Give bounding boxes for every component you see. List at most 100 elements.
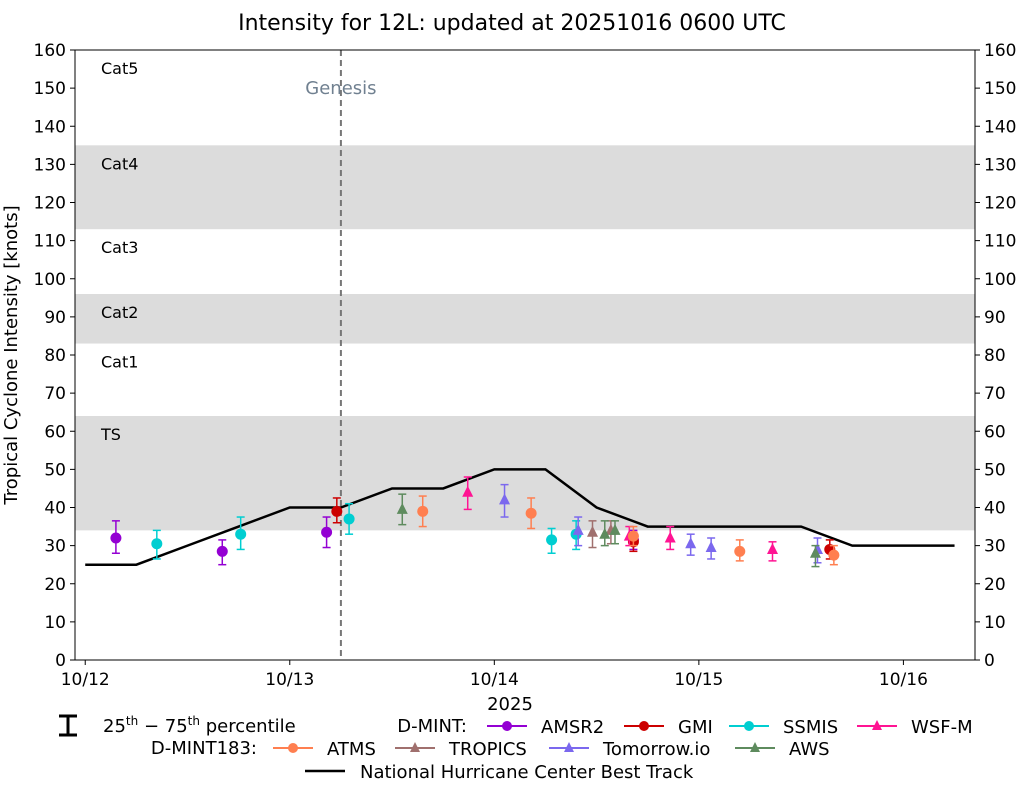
legend-label-aws: AWS: [789, 739, 830, 760]
point-aws: [809, 544, 821, 568]
point-aws: [599, 520, 611, 547]
y-tick-label-right: 60: [984, 422, 1006, 442]
point-tomorrow-io: [685, 533, 697, 556]
point-wsf-m: [462, 476, 474, 511]
legend-marker-aws: [750, 742, 760, 752]
category-band-ts: [75, 416, 975, 531]
category-band-cat4: [75, 145, 975, 230]
marker-wsf-m: [767, 542, 778, 554]
point-amsr2: [110, 520, 122, 554]
point-ssmis: [546, 527, 558, 554]
legend-marker-tropics: [410, 742, 420, 752]
marker-ssmis: [151, 538, 163, 550]
legend: 25th − 75th percentile D-MINT:D-MINT183:A…: [59, 714, 973, 783]
legend-text: − 75: [138, 716, 187, 737]
y-tick-label-left: 60: [44, 422, 66, 442]
y-tick-label-left: 150: [34, 79, 66, 99]
point-aws: [396, 493, 408, 526]
marker-tomorrow-io: [572, 523, 584, 535]
category-bands: TS Cat1 Cat2 Cat3 Cat4 Cat5: [75, 59, 975, 531]
x-axis: 10/12 10/13 10/14 10/15 10/16: [61, 660, 928, 690]
y-tick-label-left: 0: [55, 651, 66, 671]
marker-ssmis: [546, 534, 558, 546]
x-tick-label: 10/13: [265, 670, 314, 690]
point-ssmis: [151, 529, 163, 560]
point-amsr2: [321, 516, 333, 549]
y-tick-label-right: 70: [984, 384, 1006, 404]
legend-superscript: th: [126, 714, 138, 728]
marker-aws: [599, 527, 611, 539]
chart-title: Intensity for 12L: updated at 20251016 0…: [238, 11, 786, 36]
genesis-marker: Genesis: [305, 50, 377, 660]
y-tick-label-left: 20: [44, 575, 66, 595]
point-amsr2: [216, 539, 228, 566]
marker-wsf-m: [664, 531, 676, 543]
legend-marker-tomorrow-io: [564, 742, 574, 752]
category-label-cat1: Cat1: [101, 353, 138, 372]
point-atms: [734, 539, 746, 562]
point-wsf-m: [664, 525, 676, 551]
point-aws: [609, 520, 621, 545]
legend-label-ssmis: SSMIS: [783, 717, 838, 738]
category-label-ts: TS: [100, 425, 121, 444]
marker-atms: [627, 530, 639, 542]
y-tick-label-right: 100: [984, 270, 1016, 290]
y-tick-label-left: 110: [34, 232, 66, 252]
marker-amsr2: [321, 526, 333, 538]
best-track-line: [85, 468, 955, 566]
y-tick-label-left: 160: [34, 41, 66, 61]
y-tick-label-left: 50: [44, 460, 66, 480]
legend-label-tomorrow-io: Tomorrow.io: [602, 739, 710, 760]
point-ssmis: [343, 502, 355, 535]
legend-marker-atms: [288, 743, 298, 753]
point-atms: [417, 495, 429, 528]
x-axis-label: 2025: [487, 694, 533, 715]
point-tomorrow-io: [572, 516, 584, 547]
marker-wsf-m: [462, 485, 474, 497]
y-tick-label-left: 140: [34, 117, 66, 137]
y-tick-label-right: 130: [984, 155, 1016, 175]
point-tomorrow-io: [705, 537, 717, 560]
y-tick-label-left: 90: [44, 308, 66, 328]
y-tick-label-left: 80: [44, 346, 66, 366]
point-wsf-m: [767, 541, 778, 562]
y-tick-label-right: 150: [984, 79, 1016, 99]
legend-marker-amsr2: [502, 721, 512, 731]
x-tick-label: 10/14: [470, 670, 519, 690]
y-tick-label-right: 20: [984, 575, 1006, 595]
y-tick-label-right: 40: [984, 499, 1006, 519]
marker-atms: [828, 549, 840, 561]
estimate-points: [110, 476, 840, 568]
y-tick-label-right: 90: [984, 308, 1006, 328]
y-tick-label-right: 80: [984, 346, 1006, 366]
y-tick-label-right: 120: [984, 194, 1016, 214]
y-tick-label-left: 100: [34, 270, 66, 290]
y-tick-label-right: 30: [984, 537, 1006, 557]
y-axis-right: 0 10 20 30 40 50 60 70 80 90 100 110 120 130 140 150 160: [975, 41, 1016, 671]
legend-text: 25: [103, 716, 126, 737]
point-atms: [627, 525, 639, 547]
y-tick-label-left: 70: [44, 384, 66, 404]
point-ssmis: [235, 516, 247, 551]
marker-tomorrow-io: [499, 493, 511, 505]
legend-label-wsf-m: WSF-M: [911, 717, 973, 738]
legend-label-tropics: TROPICS: [448, 739, 527, 760]
legend-superscript: th: [188, 714, 200, 728]
marker-ssmis: [343, 513, 355, 525]
y-tick-label-left: 40: [44, 499, 66, 519]
y-tick-label-left: 120: [34, 194, 66, 214]
marker-atms: [417, 505, 429, 517]
legend-group-dmint183: D-MINT183:: [151, 738, 257, 759]
point-atms: [828, 544, 840, 566]
y-tick-label-left: 130: [34, 155, 66, 175]
legend-label-gmi: GMI: [678, 717, 713, 738]
point-gmi: [331, 497, 343, 524]
legend-label-atms: ATMS: [327, 739, 376, 760]
category-label-cat4: Cat4: [101, 154, 138, 173]
marker-amsr2: [216, 545, 228, 557]
legend-marker-ssmis: [744, 721, 754, 731]
marker-aws: [609, 523, 621, 535]
marker-tomorrow-io: [705, 541, 717, 553]
point-atms: [525, 497, 537, 530]
